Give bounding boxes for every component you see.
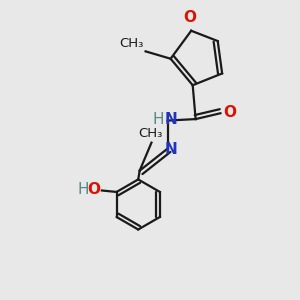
Text: H: H: [78, 182, 89, 197]
Text: O: O: [224, 105, 237, 120]
Text: H: H: [153, 112, 164, 127]
Text: N: N: [164, 112, 177, 127]
Text: CH₃: CH₃: [138, 127, 162, 140]
Text: O: O: [87, 182, 101, 197]
Text: O: O: [183, 11, 196, 26]
Text: N: N: [164, 142, 177, 157]
Text: CH₃: CH₃: [119, 37, 143, 50]
